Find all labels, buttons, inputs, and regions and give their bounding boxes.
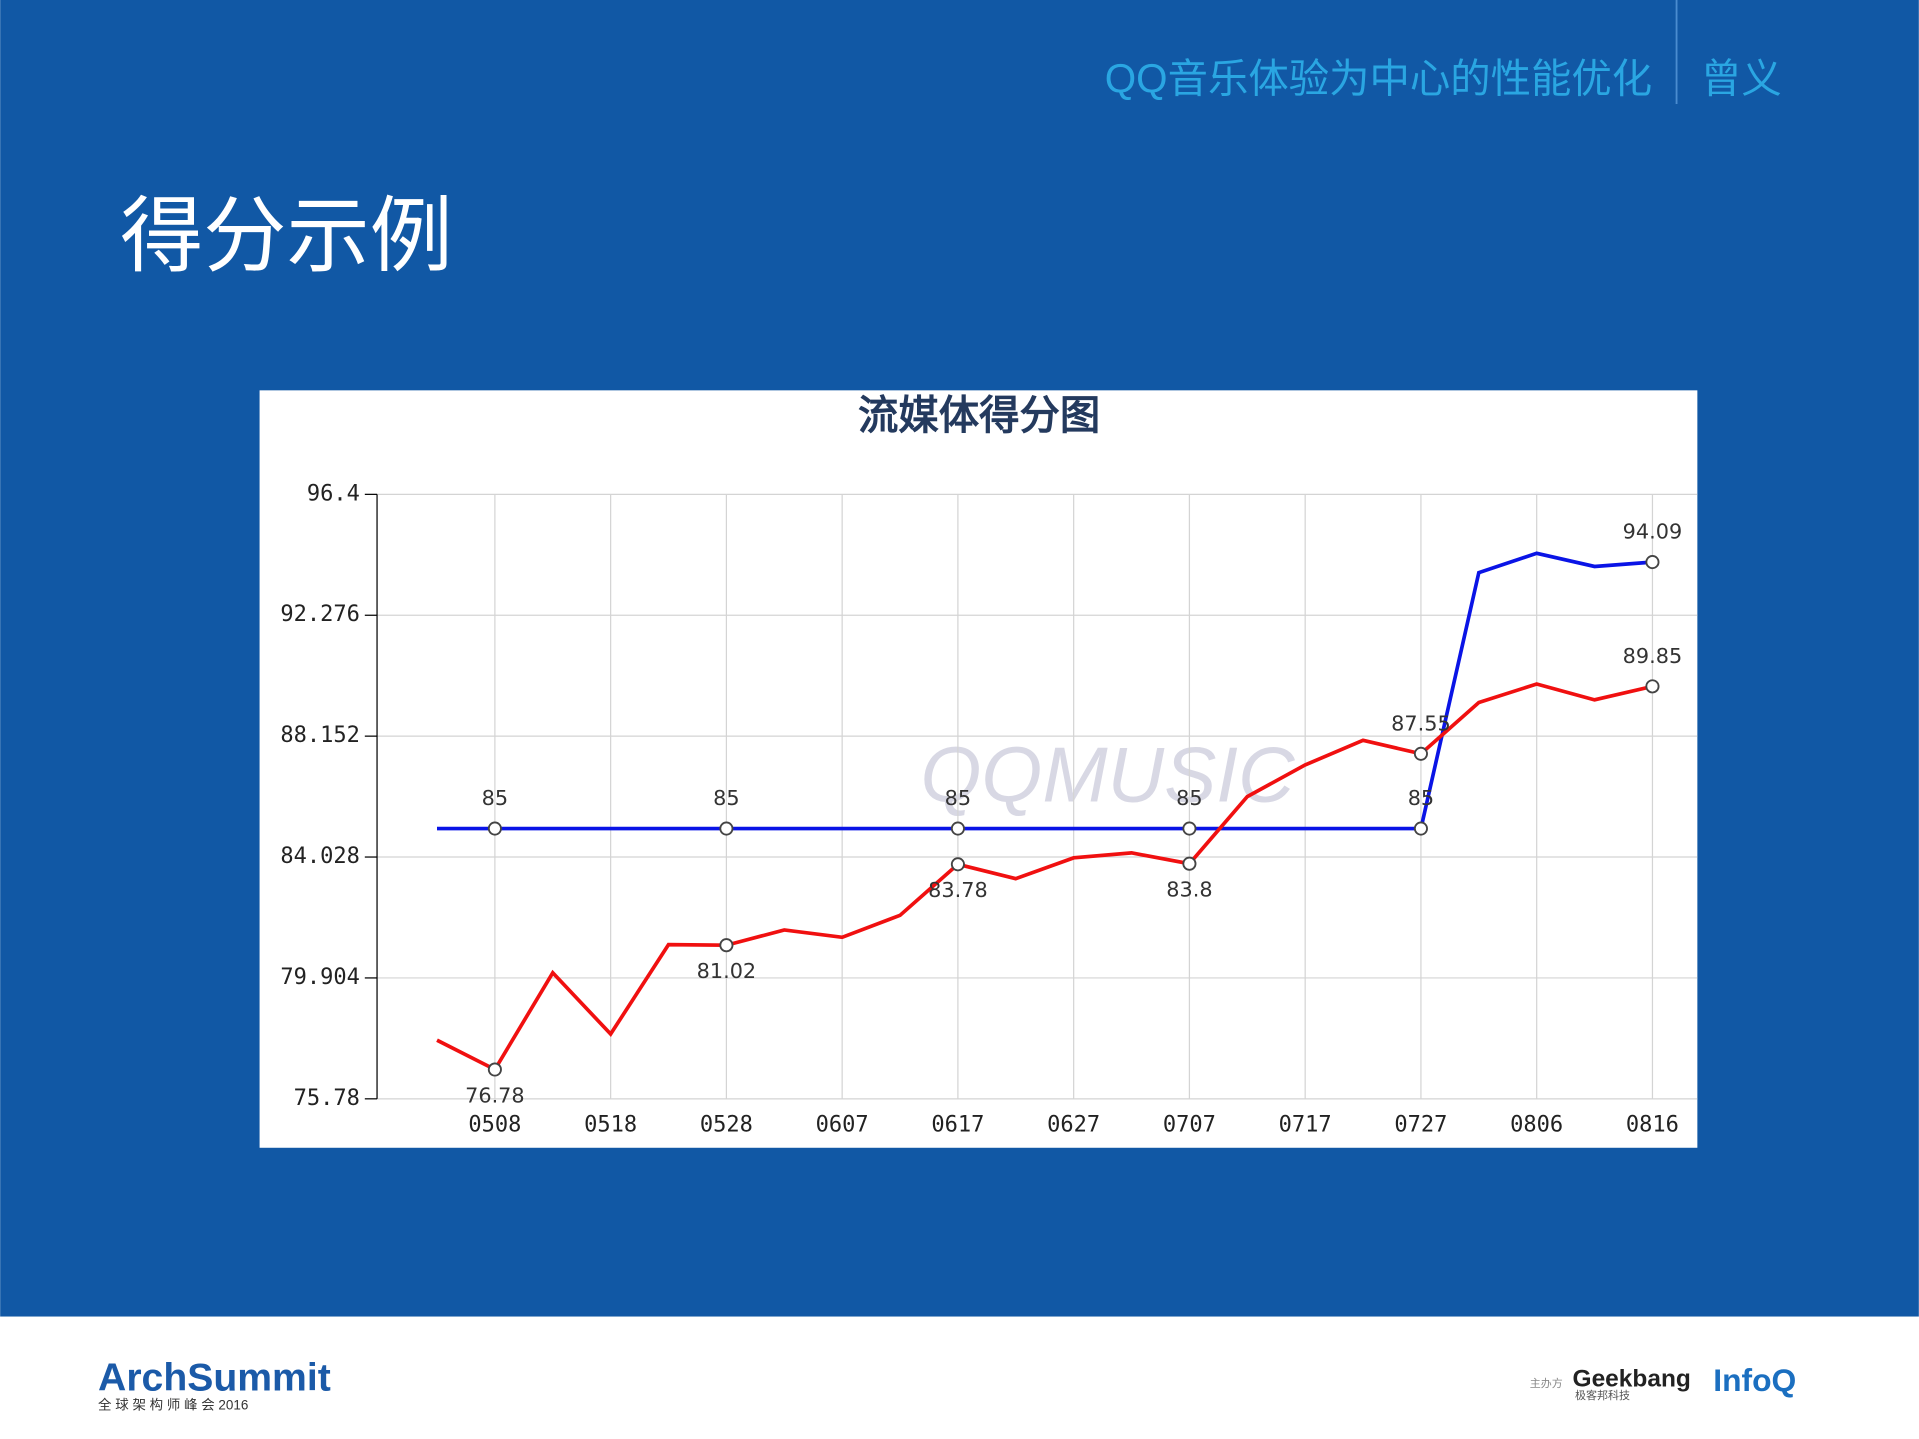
watermark: QQMUSIC xyxy=(921,730,1296,818)
data-label: 94.09 xyxy=(1623,520,1683,544)
series-line xyxy=(437,551,1653,831)
host: 主办方 xyxy=(1530,1376,1563,1390)
y-tick-label: 92.276 xyxy=(280,602,360,627)
chart-bg xyxy=(259,390,1698,1148)
point-marker xyxy=(1182,821,1197,836)
point-marker xyxy=(950,821,965,836)
author: 曾义 xyxy=(1701,56,1782,102)
y-tick-label: 75.78 xyxy=(294,1086,360,1111)
x-tick-label: 0816 xyxy=(1626,1113,1679,1138)
chart-title: 流媒体得分图 xyxy=(858,393,1100,438)
data-label: 85 xyxy=(1408,786,1434,810)
plot: 75.78 79.904 84.028 88.152 92.276 96.4 0508 051… xyxy=(280,481,1698,1138)
x-tick-label: 0806 xyxy=(1510,1113,1563,1138)
infoq: InfoQ xyxy=(1713,1362,1796,1398)
point-marker xyxy=(1413,746,1428,761)
x-tick-label: 0717 xyxy=(1279,1113,1332,1138)
x-tick-label: 0607 xyxy=(816,1113,869,1138)
point-marker xyxy=(719,821,734,836)
y-tick-label: 79.904 xyxy=(280,965,360,990)
data-label: 76.78 xyxy=(465,1083,525,1107)
data-label: 83.8 xyxy=(1166,878,1212,902)
data-label: 87.55 xyxy=(1391,711,1451,735)
point-marker xyxy=(1645,679,1660,694)
data-label: 85 xyxy=(713,786,739,810)
data-label: 85 xyxy=(482,786,508,810)
footer-bg xyxy=(0,1316,1919,1439)
point-marker xyxy=(487,1062,502,1077)
data-label: 89.85 xyxy=(1623,644,1683,668)
point-marker xyxy=(1645,555,1660,570)
data-label: 81.02 xyxy=(697,959,757,983)
series-line xyxy=(436,682,1653,1072)
x-tick-label: 0707 xyxy=(1163,1113,1216,1138)
data-label: 85 xyxy=(1176,786,1202,810)
x-tick-label: 0518 xyxy=(584,1113,637,1138)
point-marker xyxy=(719,938,734,953)
x-tick-label: 0528 xyxy=(700,1113,753,1138)
data-label: 83.78 xyxy=(928,878,988,902)
point-marker xyxy=(1413,821,1428,836)
y-tick-label: 84.028 xyxy=(280,844,360,869)
y-tick-label: 96.4 xyxy=(307,481,360,506)
x-tick-label: 0727 xyxy=(1394,1113,1447,1138)
y-tick-label: 88.152 xyxy=(280,723,360,748)
geekbang: Geekbang xyxy=(1573,1366,1691,1393)
point-marker xyxy=(950,857,965,872)
subtitle: QQ音乐体验为中心的性能优化 xyxy=(1105,56,1652,102)
footer-logo: ArchSummit xyxy=(98,1357,331,1400)
footer-logo-sub: 全 球 架 构 师 峰 会 2016 xyxy=(98,1397,248,1413)
slide-title: 得分示例 xyxy=(120,189,453,282)
geekbang-sub: 极客邦科技 xyxy=(1575,1388,1630,1402)
x-tick-label: 0508 xyxy=(468,1113,521,1138)
point-marker xyxy=(487,821,502,836)
point-marker xyxy=(1182,856,1197,871)
data-label: 85 xyxy=(945,786,971,810)
x-tick-label: 0617 xyxy=(931,1113,984,1138)
x-tick-label: 0627 xyxy=(1047,1113,1100,1138)
